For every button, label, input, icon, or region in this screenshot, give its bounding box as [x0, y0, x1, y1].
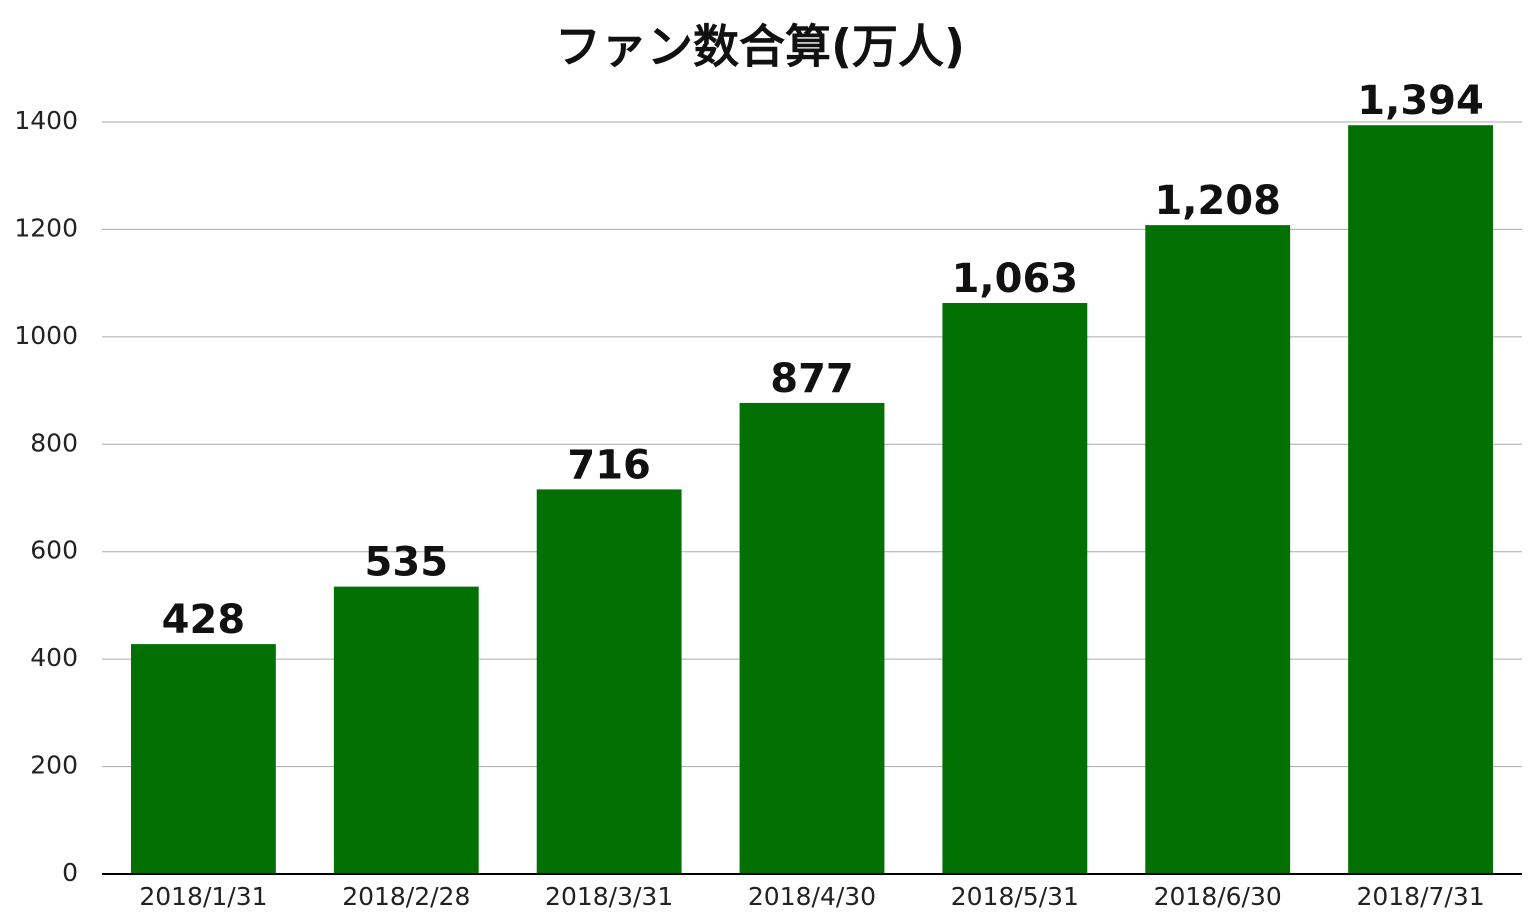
y-tick-label: 1400 [14, 106, 78, 135]
x-tick-label: 2018/4/30 [748, 882, 876, 911]
value-label: 716 [567, 442, 651, 488]
y-tick-label: 1200 [14, 213, 78, 242]
bar [739, 402, 885, 874]
x-tick-label: 2018/3/31 [545, 882, 673, 911]
x-tick-label: 2018/6/30 [1154, 882, 1282, 911]
y-tick-label: 600 [30, 536, 78, 565]
value-label: 877 [770, 356, 854, 402]
x-tick-label: 2018/1/31 [139, 882, 267, 911]
x-tick-label: 2018/7/31 [1356, 882, 1484, 911]
value-label: 1,208 [1154, 178, 1281, 224]
value-label: 1,394 [1357, 78, 1484, 124]
value-label: 535 [365, 540, 449, 586]
bar [942, 303, 1088, 874]
value-label: 428 [162, 597, 246, 643]
bar [333, 586, 479, 874]
y-tick-label: 200 [30, 751, 78, 780]
y-tick-label: 800 [30, 428, 78, 457]
bar [536, 489, 682, 874]
bar [1145, 225, 1291, 875]
y-tick-label: 400 [30, 643, 78, 672]
y-tick-label: 0 [62, 858, 78, 887]
value-label: 1,063 [952, 256, 1079, 302]
chart-title: ファン数合算(万人) [555, 20, 965, 74]
x-tick-label: 2018/5/31 [951, 882, 1079, 911]
bar [1348, 125, 1493, 875]
bar [131, 644, 276, 874]
x-tick-label: 2018/2/28 [342, 882, 470, 911]
y-tick-label: 1000 [14, 321, 78, 350]
